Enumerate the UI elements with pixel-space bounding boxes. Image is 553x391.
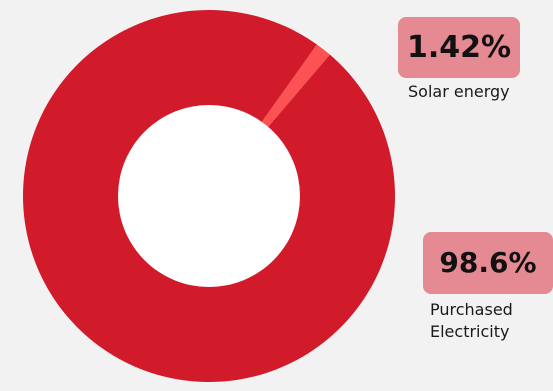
- solar-energy-legend-label: Solar energy: [408, 81, 510, 103]
- donut-hole: [118, 105, 300, 287]
- purchased-electricity-value-label: 98.6%: [423, 232, 553, 294]
- purchased-electricity-legend-label: Purchased Electricity: [430, 299, 550, 343]
- solar-energy-value-label: 1.42%: [398, 17, 520, 78]
